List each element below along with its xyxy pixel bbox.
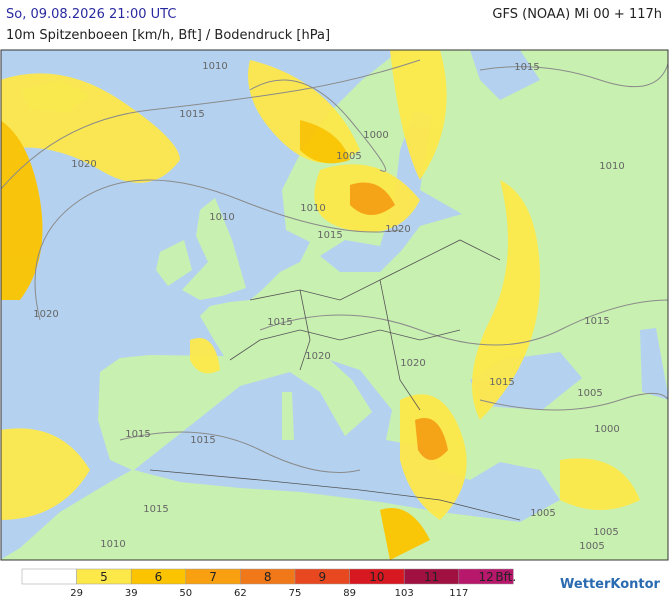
- map-frame: [0, 49, 669, 561]
- isobar-label: 1020: [400, 358, 425, 369]
- map: [0, 49, 669, 561]
- isobar-label: 1015: [489, 377, 514, 388]
- atlantic: [1, 50, 400, 560]
- model-run: GFS (NOAA) Mi 00 + 117h: [492, 7, 662, 22]
- wind-areas: [1, 50, 640, 560]
- legend-swatch: [458, 568, 514, 585]
- isobar-label: 1015: [267, 317, 292, 328]
- baltic: [320, 110, 462, 272]
- legend-swatch: [21, 568, 77, 585]
- legend-threshold: 89: [343, 588, 356, 599]
- legend-threshold: 75: [289, 588, 302, 599]
- isobar-label: 1020: [385, 224, 410, 235]
- isobar-label: 1005: [579, 541, 604, 552]
- subtitle: 10m Spitzenboeen [km/h, Bft] / Bodendruc…: [6, 28, 330, 43]
- isobar-label: 1000: [363, 130, 388, 141]
- legend-unit: Bft.: [495, 570, 516, 584]
- isobar-label: 1015: [584, 316, 609, 327]
- white-sea: [470, 50, 540, 100]
- isobar-label: 1010: [100, 539, 125, 550]
- legend-bft-label: 5: [100, 570, 108, 584]
- isobars: [1, 59, 668, 473]
- legend-bft-label: 10: [369, 570, 384, 584]
- isobar-label: 1010: [599, 161, 624, 172]
- legend-threshold: 29: [70, 588, 83, 599]
- isobar-label: 1020: [305, 351, 330, 362]
- legend-bft-label: 12: [478, 570, 493, 584]
- isobar-label: 1005: [593, 527, 618, 538]
- isobar-label: 1010: [209, 212, 234, 223]
- ireland: [156, 240, 192, 286]
- isobar-label: 1020: [71, 159, 96, 170]
- legend-threshold: 103: [395, 588, 414, 599]
- legend-bft-label: 11: [424, 570, 439, 584]
- isobar-label: 1015: [179, 109, 204, 120]
- corsica-sardinia: [282, 392, 294, 440]
- legend-bft-label: 8: [264, 570, 272, 584]
- isobar-labels: 1010 101510151000100510201010101010151020…: [33, 61, 624, 552]
- isobar-label: 1010: [202, 61, 227, 72]
- isobar-label: 1005: [577, 388, 602, 399]
- legend-threshold: 62: [234, 588, 247, 599]
- legend-bft-label: 7: [209, 570, 217, 584]
- legend: 5 6 7 8 9 10 11 12 Bft.29 39 50 62 75 89 103 117: [21, 568, 516, 599]
- isobar-label: 1000: [594, 424, 619, 435]
- isobar-label: 1005: [336, 151, 361, 162]
- isobar-label: 1015: [317, 230, 342, 241]
- isobar-label: 1005: [530, 508, 555, 519]
- isobar-label: 1010: [300, 203, 325, 214]
- datetime: So, 09.08.2026 21:00 UTC: [6, 7, 176, 22]
- isobar-label: 1015: [125, 429, 150, 440]
- legend-threshold: 50: [179, 588, 192, 599]
- caspian: [640, 328, 668, 400]
- isobar-label: 1020: [33, 309, 58, 320]
- britain: [182, 198, 246, 300]
- legend-bft-label: 6: [155, 570, 163, 584]
- legend-threshold: 39: [125, 588, 138, 599]
- isobar-label: 1015: [514, 62, 539, 73]
- logo: WetterKontor: [560, 577, 661, 592]
- isobar-label: 1015: [190, 435, 215, 446]
- borders: [149, 239, 521, 521]
- legend-bft-label: 9: [318, 570, 326, 584]
- isobar-label: 1015: [143, 504, 168, 515]
- legend-threshold: 117: [449, 588, 468, 599]
